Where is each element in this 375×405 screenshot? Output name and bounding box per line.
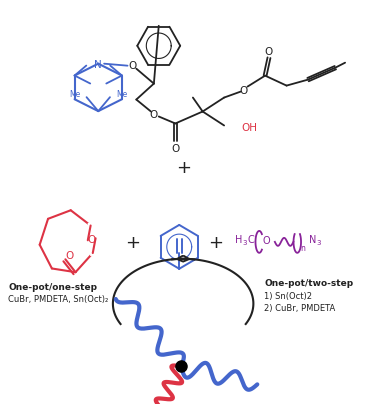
- Text: N: N: [94, 60, 102, 70]
- Text: Me: Me: [69, 90, 81, 98]
- Text: 3: 3: [243, 239, 247, 245]
- Text: O: O: [262, 235, 270, 245]
- Text: 1) Sn(Oct)2: 1) Sn(Oct)2: [264, 292, 312, 301]
- Text: Me: Me: [116, 90, 127, 98]
- Text: O: O: [171, 144, 180, 154]
- Text: C: C: [248, 234, 254, 244]
- Text: 2) CuBr, PMDETA: 2) CuBr, PMDETA: [264, 303, 335, 312]
- Text: OH: OH: [242, 123, 258, 133]
- Text: n: n: [301, 244, 306, 253]
- Text: CuBr, PMDETA, Sn(Oct)₂: CuBr, PMDETA, Sn(Oct)₂: [9, 294, 109, 303]
- Text: O: O: [88, 235, 96, 245]
- Text: One-pot/two-step: One-pot/two-step: [264, 279, 353, 288]
- Text: +: +: [176, 159, 190, 177]
- Text: One-pot/one-step: One-pot/one-step: [9, 283, 98, 292]
- Text: +: +: [125, 233, 140, 251]
- Text: O: O: [240, 85, 248, 95]
- Text: O: O: [265, 47, 273, 57]
- Text: H: H: [235, 234, 242, 244]
- Text: 3: 3: [317, 239, 321, 245]
- Text: O: O: [150, 109, 158, 119]
- Text: O: O: [65, 251, 74, 261]
- Text: +: +: [208, 233, 223, 251]
- Text: N: N: [309, 234, 316, 244]
- Text: O: O: [128, 60, 136, 70]
